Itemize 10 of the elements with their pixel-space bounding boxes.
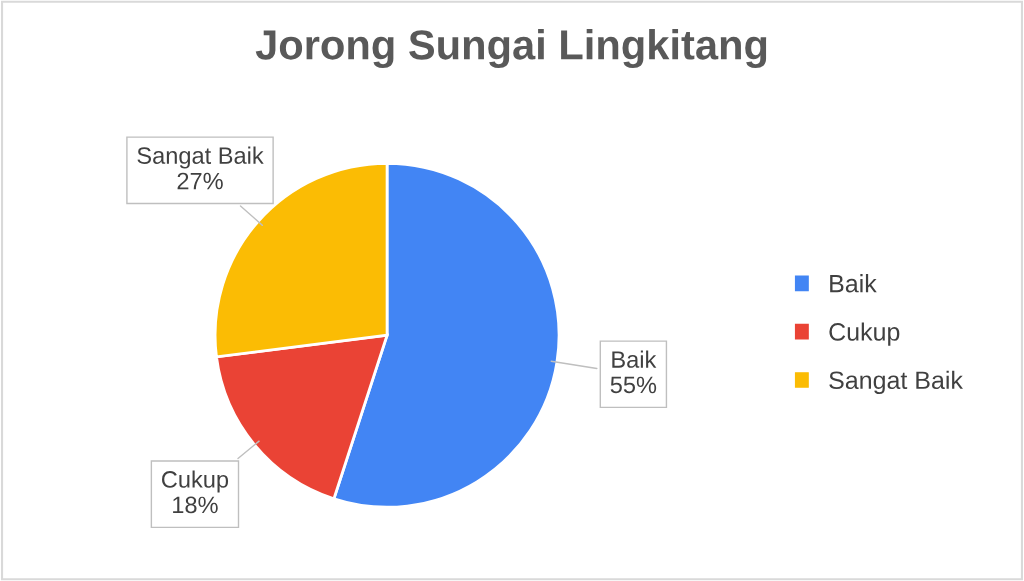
data-label: 55% [610, 376, 657, 394]
chart-title: Jorong Sungai Lingkitang [255, 29, 767, 69]
data-label: 27% [177, 172, 223, 190]
slice-label: Sangat Baik [137, 146, 264, 169]
legend-label: Cukup [829, 322, 900, 346]
data-label: 18% [173, 496, 218, 514]
legend-label: Sangat Baik [829, 370, 963, 395]
legend-label: Baik [830, 274, 877, 293]
slice-label: Cukup [162, 470, 229, 493]
slice-label: Baik [612, 350, 657, 368]
